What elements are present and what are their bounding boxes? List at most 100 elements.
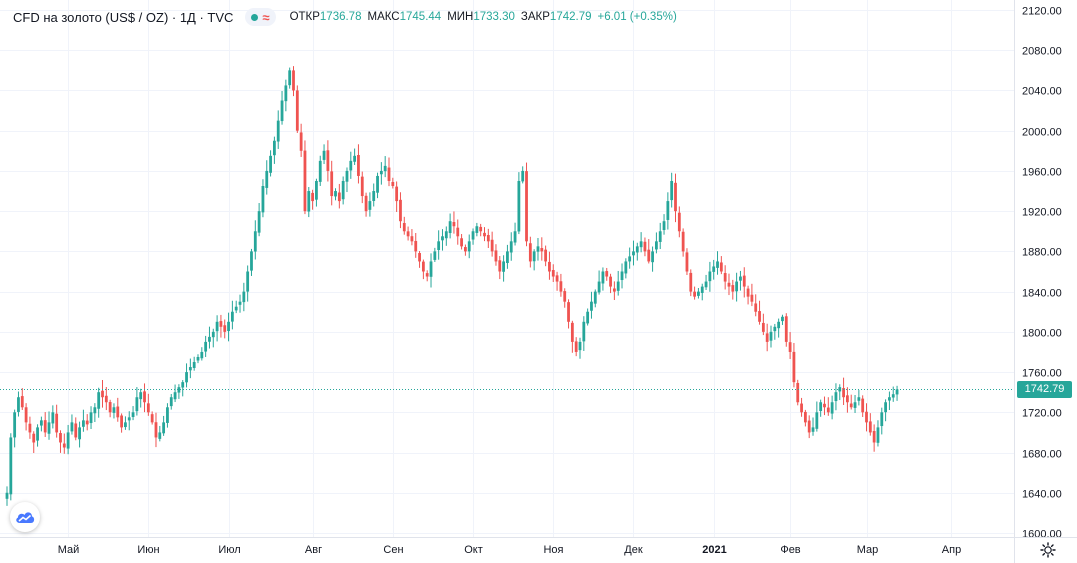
candle-body	[20, 396, 24, 408]
candle-body	[643, 241, 647, 252]
candle-body	[51, 412, 55, 424]
candle-body	[719, 262, 723, 272]
gear-icon[interactable]	[1039, 541, 1057, 559]
candle-body	[246, 271, 250, 292]
candle-body	[5, 492, 9, 499]
candle-body	[620, 271, 624, 281]
change-value: +6.01 (+0.35%)	[597, 11, 677, 23]
status-badge[interactable]: ≈	[245, 8, 276, 26]
candle-body	[853, 402, 857, 408]
candle-body	[261, 186, 265, 213]
candle-body	[421, 261, 425, 272]
y-tick-label: 1880.00	[1022, 247, 1062, 259]
candle-body	[181, 382, 185, 388]
candle-body	[498, 260, 502, 272]
green-dot-icon	[251, 13, 259, 21]
candle-body	[311, 192, 314, 202]
candle-body	[578, 341, 582, 351]
candle-body	[563, 291, 567, 302]
close-value: 1742.79	[549, 11, 592, 23]
y-tick-label: 1720.00	[1022, 408, 1062, 420]
candle-body	[341, 180, 345, 200]
candle-body	[234, 306, 238, 311]
candle-body	[70, 422, 74, 432]
last-price-label: 1742.79	[1017, 381, 1072, 398]
candle-body	[632, 251, 635, 256]
candle-body	[32, 433, 36, 443]
candle-body	[723, 273, 727, 282]
candle-body	[368, 201, 372, 210]
candle-body	[429, 261, 433, 277]
candle-body	[387, 167, 391, 181]
candle-body	[330, 171, 334, 197]
candle-body	[223, 325, 227, 332]
candle-body	[334, 191, 337, 197]
candle-body	[288, 70, 292, 86]
candle-body	[104, 395, 108, 403]
candle-body	[97, 392, 101, 409]
candle-body	[666, 201, 670, 220]
symbol-title[interactable]: CFD на золото (US$ / OZ) · 1Д · TVC	[13, 9, 234, 25]
candle-body	[59, 433, 62, 443]
candle-body	[196, 356, 200, 361]
candle-body	[704, 281, 708, 288]
candle-body	[158, 432, 162, 439]
candle-body	[865, 411, 868, 423]
candle-body	[292, 70, 295, 91]
open-value: 1736.78	[319, 11, 362, 23]
candle-body	[509, 241, 513, 253]
candle-body	[601, 271, 605, 284]
candle-body	[616, 281, 620, 291]
candle-body	[112, 407, 116, 413]
candle-body	[399, 199, 402, 222]
candle-body	[777, 321, 781, 329]
candle-body	[154, 422, 158, 438]
candle-body	[750, 294, 754, 302]
candle-body	[215, 321, 219, 332]
candle-body	[257, 211, 261, 233]
candle-body	[555, 275, 559, 282]
candle-body	[819, 402, 823, 411]
candle-body	[559, 281, 563, 292]
y-tick-label: 2040.00	[1022, 86, 1062, 98]
candle-body	[456, 227, 460, 237]
candle-body	[437, 241, 441, 251]
x-tick-label: Ноя	[543, 544, 563, 556]
x-tick-label: Авг	[305, 544, 322, 556]
candle-body	[372, 191, 376, 201]
candle-body	[574, 341, 578, 352]
candle-body	[85, 420, 89, 425]
candle-body	[689, 272, 693, 292]
candle-body	[742, 275, 746, 287]
candle-body	[82, 420, 85, 427]
candle-body	[612, 288, 616, 292]
candle-body	[849, 403, 853, 408]
candle-body	[395, 186, 399, 202]
candle-body	[360, 176, 364, 197]
candle-body	[326, 150, 330, 171]
candle-body	[570, 322, 574, 342]
candle-body	[353, 155, 357, 162]
candle-body	[345, 170, 349, 182]
candle-body	[880, 412, 884, 427]
candle-body	[185, 372, 188, 383]
tradingview-cloud-icon[interactable]	[10, 502, 40, 532]
candle-body	[273, 140, 276, 156]
candle-body	[391, 181, 395, 187]
candle-body	[662, 221, 666, 231]
candle-body	[681, 231, 685, 252]
candle-body	[135, 397, 139, 412]
candle-body	[525, 171, 528, 242]
candle-body	[876, 427, 880, 443]
x-tick-label: Май	[58, 544, 80, 556]
x-tick-label: Июн	[137, 544, 159, 556]
candle-body	[731, 285, 735, 292]
candle-body	[548, 261, 551, 272]
candle-body	[284, 85, 288, 102]
candle-body	[376, 175, 379, 193]
candle-body	[528, 243, 532, 262]
candle-body	[24, 407, 28, 423]
candle-body	[315, 180, 318, 200]
